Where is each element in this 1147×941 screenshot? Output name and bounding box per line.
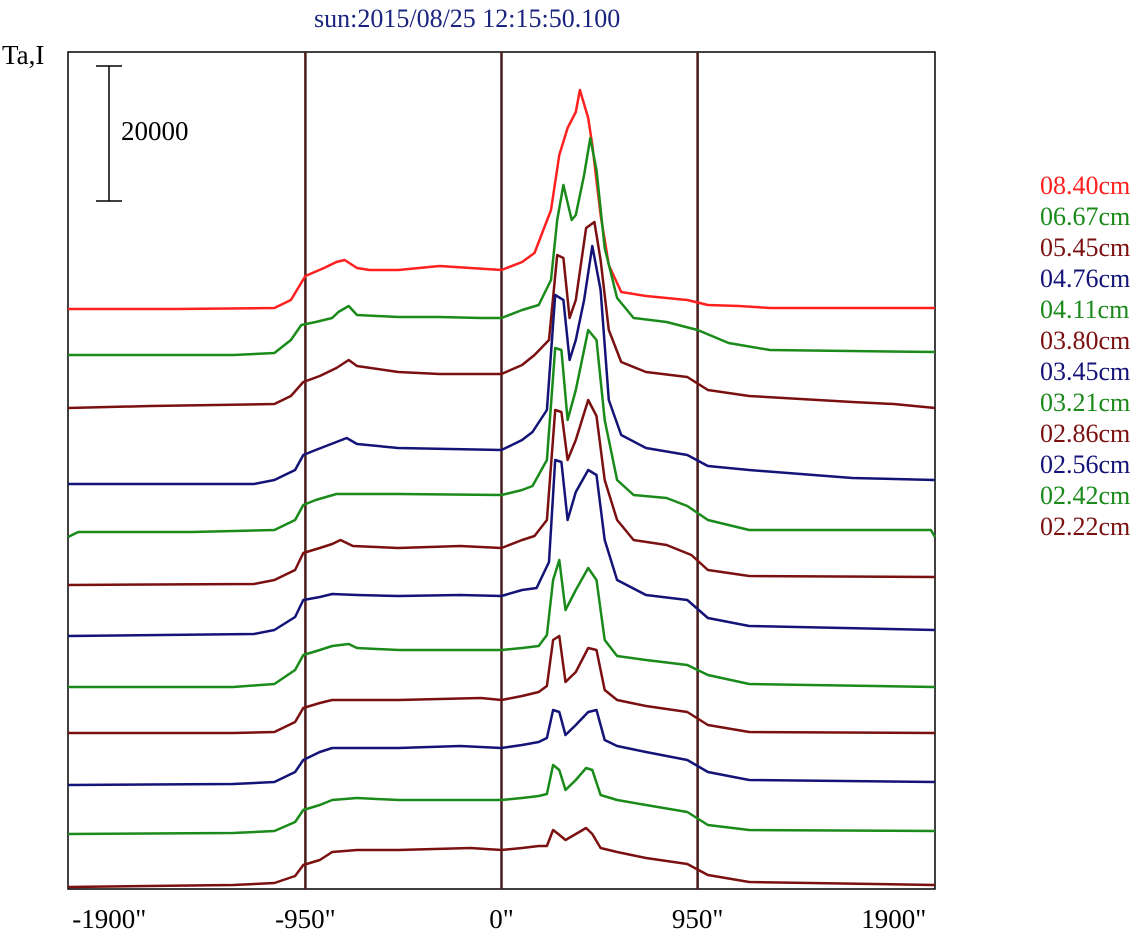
legend-entry-08-40cm: 08.40cm — [1040, 171, 1131, 200]
series-line-03-80cm — [67, 398, 936, 587]
series-line-03-21cm — [68, 558, 936, 689]
series-line-04-11cm — [67, 328, 937, 539]
scale-bar-label: 20000 — [121, 116, 189, 146]
series-line-04-76cm — [68, 244, 936, 486]
legend-entry-05-45cm: 05.45cm — [1040, 233, 1131, 262]
x-tick-label-4: 1900" — [861, 904, 927, 934]
series-line-02-86cm — [68, 634, 936, 735]
series-line-02-22cm — [67, 826, 936, 889]
legend-entry-02-86cm: 02.86cm — [1040, 419, 1131, 448]
legend-entry-02-56cm: 02.56cm — [1040, 450, 1131, 479]
x-tick-label-0: -1900" — [72, 904, 147, 934]
y-axis-label: Ta,I — [2, 40, 45, 70]
series-line-03-45cm — [67, 458, 936, 638]
x-tick-label-3: 950" — [671, 904, 724, 934]
x-tick-label-2: 0" — [489, 904, 514, 934]
x-tick-label-1: -950" — [275, 904, 336, 934]
scale-bar — [96, 65, 122, 202]
legend-entry-06-67cm: 06.67cm — [1040, 202, 1131, 231]
series-line-08-40cm — [68, 88, 935, 311]
legend: 08.40cm 06.67cm 05.45cm 04.76cm 04.11cm 03.80… — [1040, 170, 1130, 542]
legend-entry-02-22cm: 02.22cm — [1040, 512, 1131, 541]
series-line-02-42cm — [67, 763, 936, 836]
legend-entry-04-76cm: 04.76cm — [1040, 264, 1131, 293]
legend-entry-02-42cm: 02.42cm — [1040, 481, 1131, 510]
legend-entry-03-21cm: 03.21cm — [1040, 388, 1131, 417]
series-line-06-67cm — [68, 136, 936, 357]
legend-entry-03-80cm: 03.80cm — [1040, 326, 1131, 355]
chart-title: sun:2015/08/25 12:15:50.100 — [314, 4, 621, 33]
series-line-02-56cm — [67, 708, 936, 787]
legend-entry-03-45cm: 03.45cm — [1040, 357, 1131, 386]
legend-entry-04-11cm: 04.11cm — [1040, 295, 1130, 324]
series-line-05-45cm — [67, 220, 936, 410]
